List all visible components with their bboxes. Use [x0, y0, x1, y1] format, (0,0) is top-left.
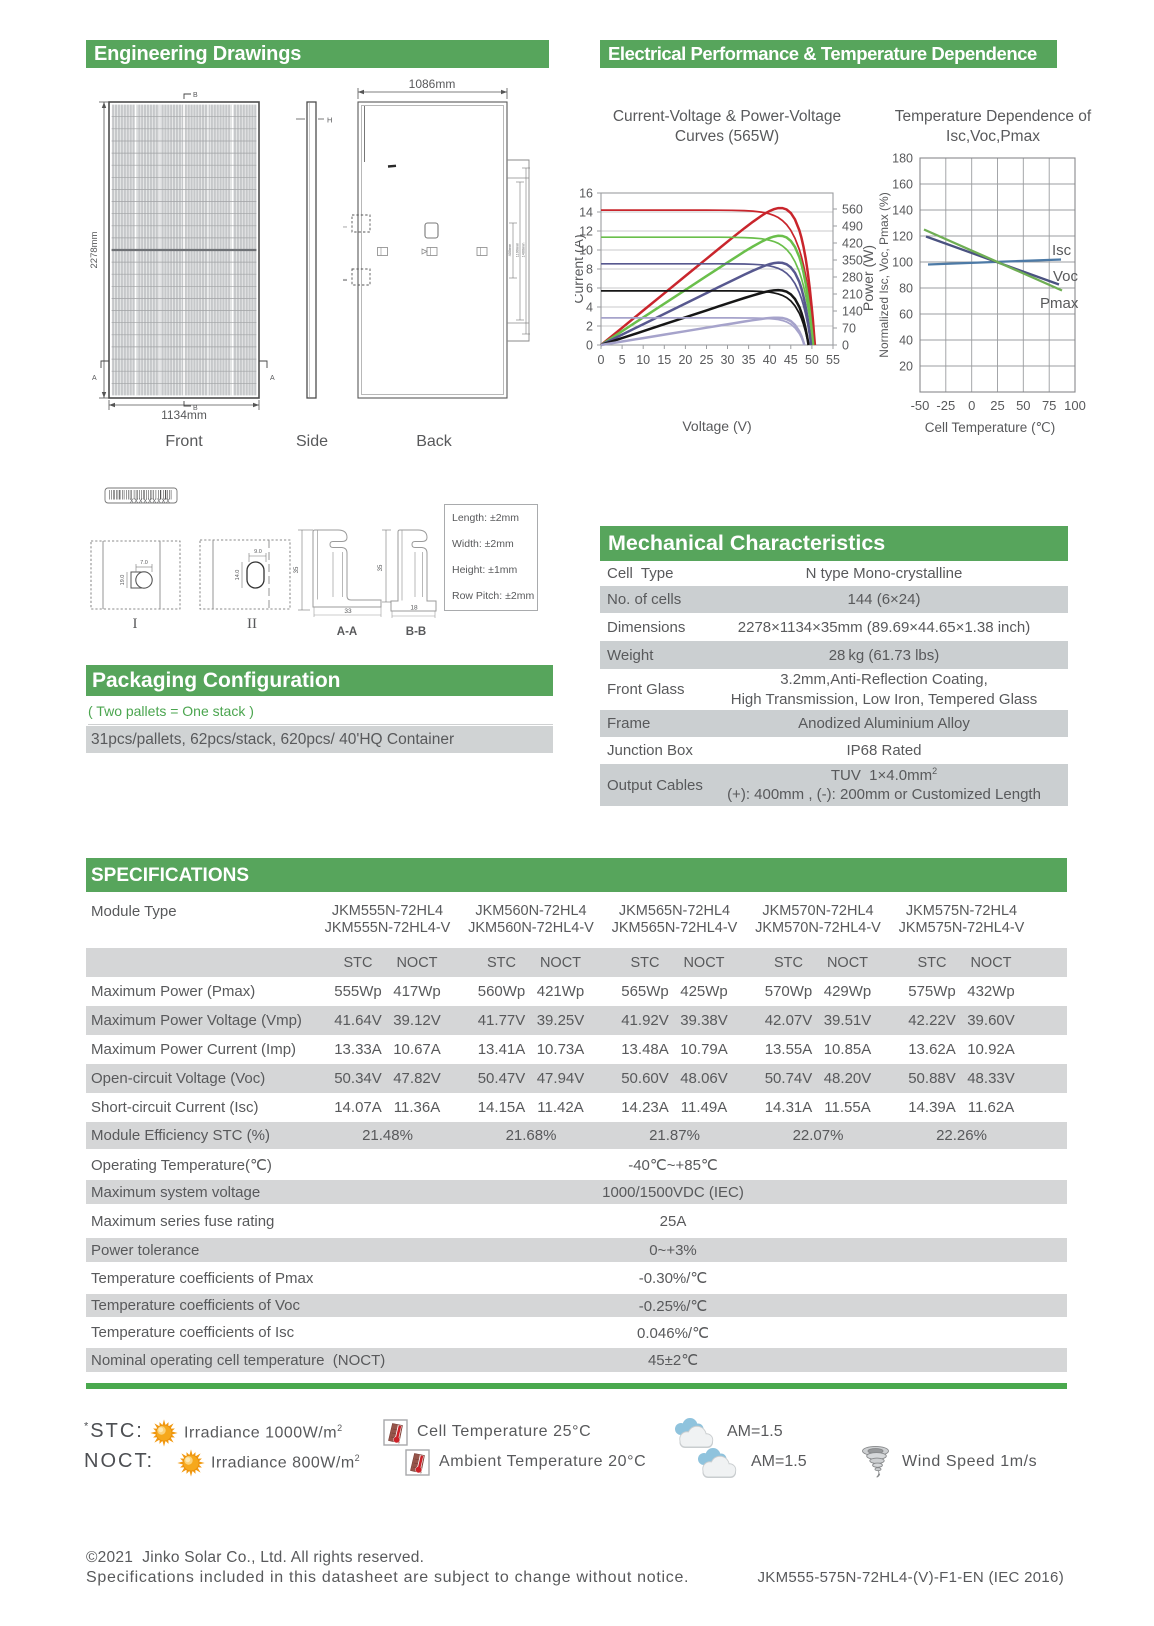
svg-text:18: 18: [410, 605, 418, 612]
svg-text:Isc: Isc: [1052, 242, 1072, 259]
svg-text:10: 10: [636, 353, 650, 367]
svg-text:I: I: [343, 226, 349, 228]
svg-text:50: 50: [1016, 398, 1030, 413]
svg-text:35: 35: [742, 353, 756, 367]
svg-text:80: 80: [899, 282, 913, 296]
svg-text:140: 140: [842, 305, 863, 319]
svg-text:40: 40: [763, 353, 777, 367]
svg-text:25: 25: [700, 353, 714, 367]
svg-text:Back: Back: [416, 433, 453, 450]
svg-text:Power (W): Power (W): [860, 245, 876, 311]
svg-text:-50: -50: [911, 398, 930, 413]
svg-text:30: 30: [721, 353, 735, 367]
svg-text:1100mm: 1100mm: [516, 243, 520, 258]
svg-text:35: 35: [378, 564, 384, 571]
svg-text:19.0: 19.0: [120, 575, 126, 586]
svg-text:120: 120: [892, 230, 913, 244]
svg-text:20: 20: [678, 353, 692, 367]
svg-text:Cell Temperature (℃): Cell Temperature (℃): [925, 420, 1055, 435]
svg-text:A: A: [92, 375, 97, 382]
svg-text:100: 100: [892, 256, 913, 270]
svg-text:4: 4: [586, 301, 593, 315]
svg-text:Voc: Voc: [1053, 268, 1079, 285]
svg-text:5: 5: [619, 353, 626, 367]
svg-text:10: 10: [579, 244, 593, 258]
svg-text:50: 50: [805, 353, 819, 367]
svg-text:180: 180: [892, 152, 913, 166]
svg-text:14: 14: [579, 206, 593, 220]
svg-text:35: 35: [294, 566, 300, 573]
svg-text:II: II: [247, 616, 257, 632]
svg-text:16: 16: [579, 187, 593, 201]
svg-text:7.0: 7.0: [140, 560, 148, 566]
svg-text:Temperature Dependence of: Temperature Dependence of: [895, 108, 1092, 125]
svg-text:140: 140: [892, 204, 913, 218]
svg-text:A: A: [270, 375, 275, 382]
svg-text:XXXXXXXXX: XXXXXXXXX: [130, 498, 171, 505]
svg-text:2278mm: 2278mm: [89, 231, 100, 268]
svg-text:560: 560: [842, 203, 863, 217]
svg-text:6: 6: [586, 282, 593, 296]
svg-text:14.0: 14.0: [235, 570, 241, 581]
svg-text:Voltage (V): Voltage (V): [682, 418, 751, 434]
svg-text:-25: -25: [936, 398, 955, 413]
svg-text:B: B: [193, 92, 198, 99]
svg-text:0: 0: [586, 339, 593, 353]
svg-text:400mm: 400mm: [508, 244, 512, 257]
svg-text:Front: Front: [165, 433, 203, 450]
svg-text:B-B: B-B: [406, 626, 426, 638]
svg-text:Side: Side: [296, 433, 328, 450]
svg-text:Normalized Isc, Voc, Pmax (%): Normalized Isc, Voc, Pmax (%): [877, 192, 891, 357]
svg-text:II: II: [343, 278, 349, 282]
svg-text:Curves (565W): Curves (565W): [675, 128, 779, 145]
svg-text:15: 15: [657, 353, 671, 367]
svg-text:B: B: [193, 405, 198, 412]
svg-text:H: H: [327, 116, 332, 125]
svg-text:1086mm: 1086mm: [409, 78, 456, 91]
svg-text:Current-Voltage & Power-Voltag: Current-Voltage & Power-Voltage: [613, 108, 841, 125]
svg-text:20: 20: [899, 360, 913, 374]
svg-text:350: 350: [842, 254, 863, 268]
svg-text:8: 8: [586, 263, 593, 277]
svg-text:1400mm: 1400mm: [522, 243, 526, 258]
svg-text:75: 75: [1042, 398, 1056, 413]
svg-text:2: 2: [586, 320, 593, 334]
svg-text:40: 40: [899, 334, 913, 348]
svg-text:Pmax: Pmax: [1040, 295, 1079, 312]
svg-text:490: 490: [842, 220, 863, 234]
svg-text:0: 0: [598, 353, 605, 367]
svg-text:55: 55: [826, 353, 840, 367]
svg-text:0: 0: [842, 339, 849, 353]
svg-text:A-A: A-A: [337, 626, 357, 638]
svg-text:160: 160: [892, 178, 913, 192]
svg-text:9.0: 9.0: [254, 549, 262, 555]
svg-text:70: 70: [842, 322, 856, 336]
svg-text:25: 25: [990, 398, 1004, 413]
svg-text:280: 280: [842, 271, 863, 285]
svg-text:0: 0: [968, 398, 975, 413]
svg-text:12: 12: [579, 225, 593, 239]
svg-text:Current (A): Current (A): [575, 234, 586, 303]
svg-text:210: 210: [842, 288, 863, 302]
svg-text:Isc,Voc,Pmax: Isc,Voc,Pmax: [946, 128, 1040, 145]
svg-text:33: 33: [344, 608, 352, 615]
svg-text:1134mm: 1134mm: [161, 408, 207, 422]
svg-text:I: I: [133, 616, 138, 632]
svg-text:420: 420: [842, 237, 863, 251]
svg-text:100: 100: [1064, 398, 1086, 413]
svg-text:45: 45: [784, 353, 798, 367]
svg-text:60: 60: [899, 308, 913, 322]
